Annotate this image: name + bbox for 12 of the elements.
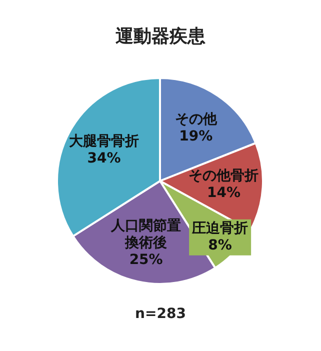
slice-label: 大腿骨骨折 (69, 133, 140, 150)
chart-title: 運動器疾患 (114, 25, 206, 48)
data-label: 34% (87, 150, 121, 166)
slice-label: その他骨折 (188, 168, 259, 184)
text: n=283 (134, 306, 187, 322)
slice-label: 圧迫骨折 (191, 220, 248, 237)
slice-label: その他 (174, 111, 218, 128)
data-label: 14% (206, 185, 240, 202)
data-label: 8% (208, 238, 232, 254)
data-label: 25% (129, 252, 163, 268)
slice-label: 人口関節置換術後 (110, 218, 182, 251)
data-label: 19% (179, 128, 213, 144)
